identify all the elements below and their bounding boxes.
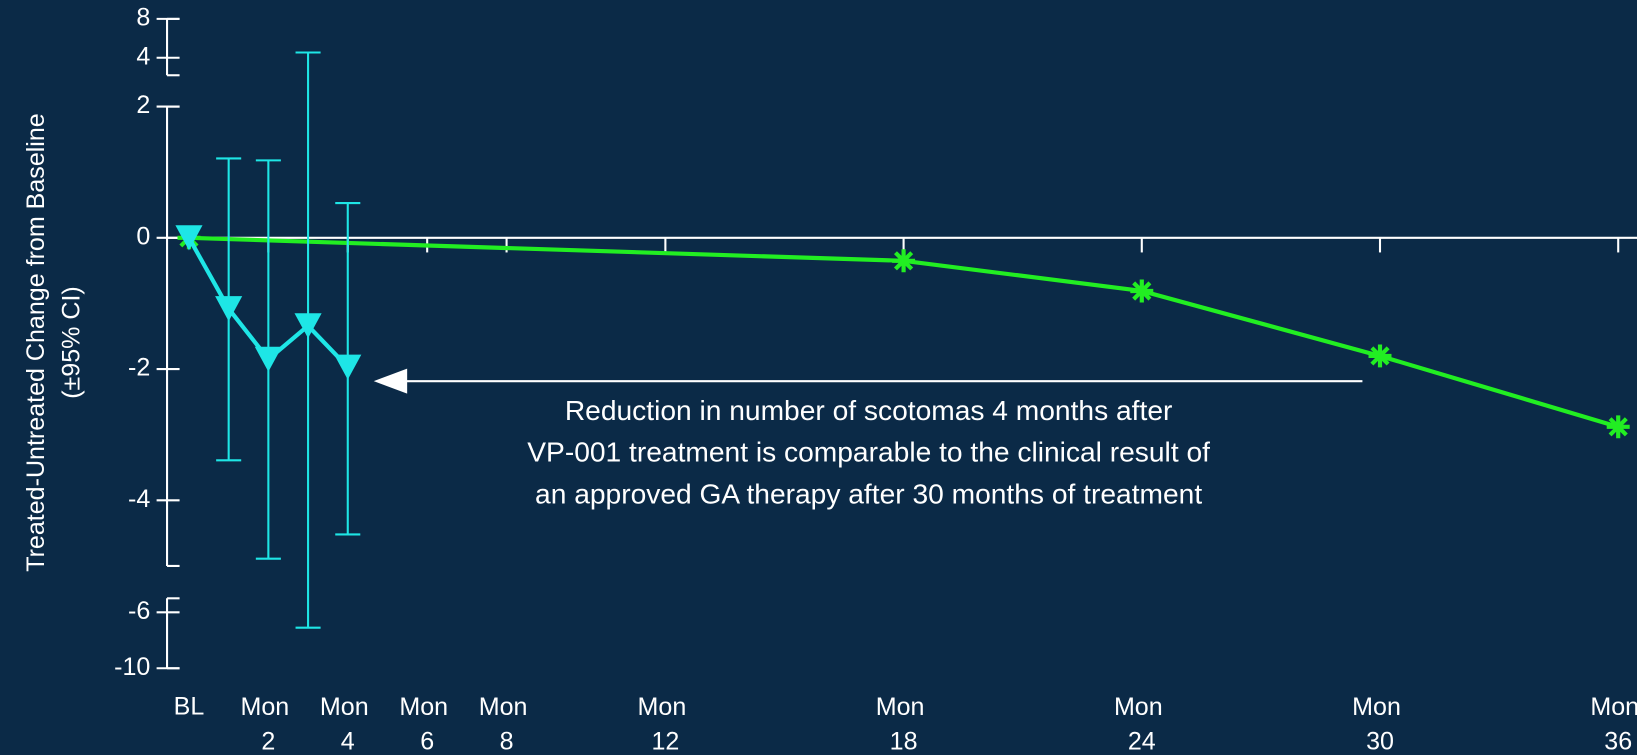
x-tick-label: Mon 36	[1590, 693, 1637, 755]
y-tick-label: -4	[128, 485, 150, 513]
annotation: Reduction in number of scotomas 4 months…	[565, 394, 1173, 426]
marker	[1130, 279, 1154, 303]
y-tick-label: -6	[128, 597, 150, 625]
annotation: an approved GA therapy after 30 months o…	[535, 477, 1202, 509]
annotation: VP-001 treatment is comparable to the cl…	[527, 436, 1210, 468]
marker	[892, 249, 916, 273]
marker	[294, 313, 322, 339]
marker	[334, 354, 362, 380]
x-tick-label: Mon 30	[1352, 693, 1408, 755]
x-tick-label: Mon 12	[638, 693, 694, 755]
y-tick-label: 2	[136, 91, 150, 119]
x-tick-label: BL	[174, 693, 205, 721]
x-tick-label: Mon 24	[1114, 693, 1170, 755]
x-tick-label: Mon 18	[876, 693, 932, 755]
marker	[254, 346, 282, 372]
plot	[175, 51, 1630, 629]
y-axis-label: (±95% CI)	[58, 286, 86, 399]
y-tick-label: -10	[114, 653, 150, 681]
x-tick-label: Mon 2	[241, 693, 297, 755]
x-tick-label: Mon 6	[399, 693, 455, 755]
y-axis-label: Treated-Untreated Change from Baseline	[22, 113, 50, 572]
marker	[215, 296, 243, 322]
y-tick-label: -2	[128, 354, 150, 382]
y-tick-label: 8	[136, 4, 150, 32]
x-tick-label: Mon 4	[320, 693, 376, 755]
marker	[1606, 415, 1630, 439]
marker	[175, 225, 203, 251]
marker	[1368, 344, 1392, 368]
arrow-head	[373, 368, 408, 394]
y-tick-label: 0	[136, 222, 150, 250]
x-tick-label: Mon 8	[479, 693, 535, 755]
y-tick-label: 4	[136, 42, 150, 70]
